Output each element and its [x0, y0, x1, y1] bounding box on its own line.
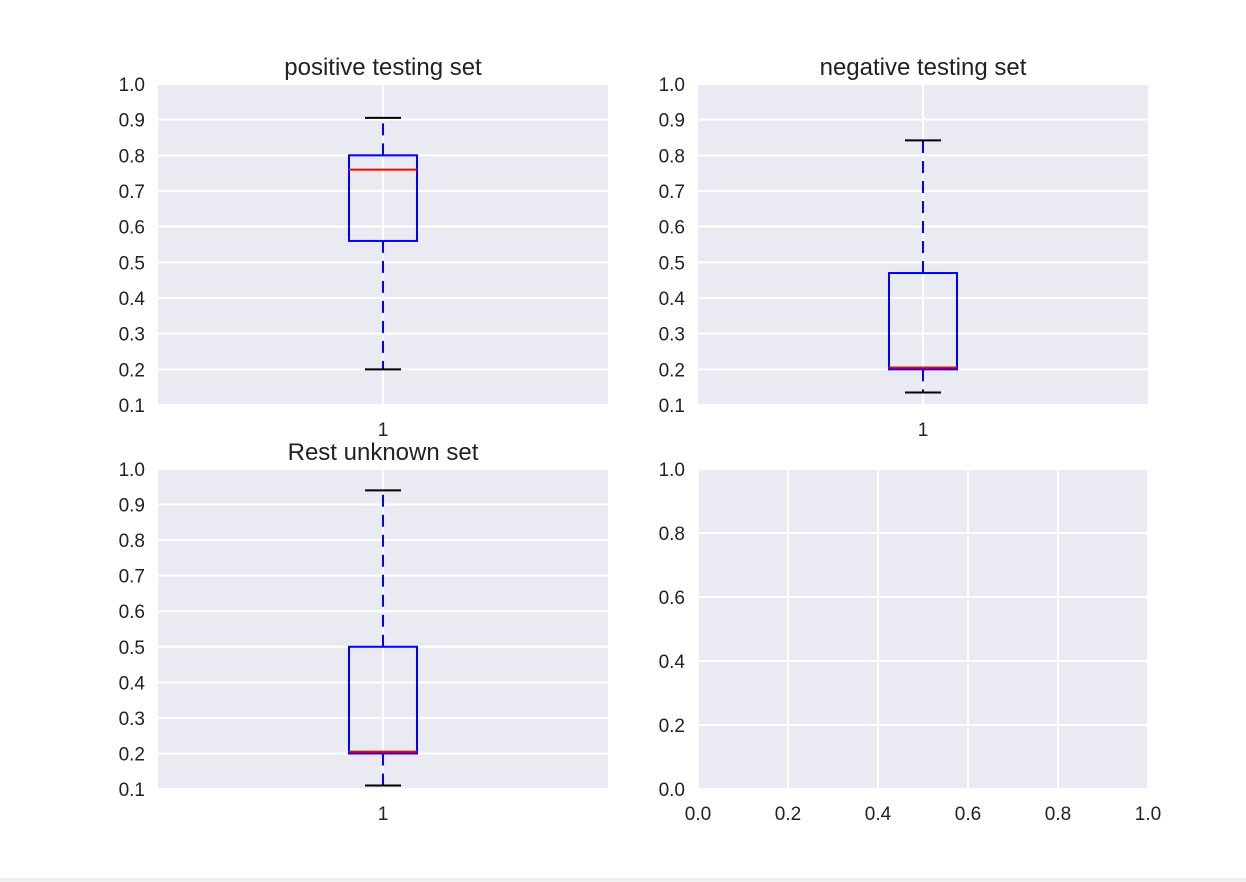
- y-tick-label: 0.5: [119, 638, 145, 659]
- y-tick-label: 0.5: [659, 253, 685, 274]
- x-tick-label: 0.4: [865, 804, 892, 825]
- y-tick-label: 0.9: [659, 111, 685, 132]
- y-tick-label: 0.6: [659, 588, 685, 609]
- x-tick-label: 0.8: [1045, 804, 1071, 825]
- x-tick-label: 1: [378, 420, 389, 441]
- y-tick-label: 0.8: [659, 524, 685, 545]
- y-tick-label: 0.9: [119, 111, 145, 132]
- y-tick-label: 0.6: [119, 218, 145, 239]
- y-tick-label: 0.2: [119, 360, 145, 381]
- y-tick-label: 1.0: [119, 75, 145, 96]
- subplot-2: 0.1 0.2 0.3 0.4 0.5 0.6 0.7 0.8 0.9 1.0 1 negative …: [659, 54, 1148, 441]
- y-tick-label: 0.2: [119, 744, 145, 765]
- y-tick-label: 0.8: [659, 146, 685, 167]
- y-tick-label: 0.2: [659, 716, 685, 737]
- y-tick-label: 1.0: [659, 75, 685, 96]
- y-tick-label: 0.7: [119, 567, 145, 588]
- y-tick-label: 0.1: [119, 780, 145, 801]
- x-tick-label: 0.6: [955, 804, 981, 825]
- y-tick-label: 0.7: [119, 182, 145, 203]
- subplot-title: Rest unknown set: [288, 439, 479, 466]
- x-tick-label: 0.0: [685, 804, 711, 825]
- y-tick-label: 0.4: [659, 289, 686, 310]
- y-tick-label: 0.6: [659, 218, 685, 239]
- y-tick-label: 0.2: [659, 360, 685, 381]
- box: [348, 645, 418, 755]
- y-tick-label: 0.8: [119, 146, 145, 167]
- y-tick-label: 0.3: [119, 325, 145, 346]
- x-tick-label: 0.2: [775, 804, 801, 825]
- y-tick-label: 0.4: [119, 673, 146, 694]
- subplot-4: 0.0 0.2 0.4 0.6 0.8 1.0 0.0 0.2 0.4 0.6 0.8 1.0: [659, 460, 1162, 825]
- y-tick-label: 0.4: [119, 289, 146, 310]
- y-tick-label: 0.5: [119, 253, 145, 274]
- x-tick-label: 1.0: [1135, 804, 1161, 825]
- axes-background: [698, 469, 1148, 789]
- subplot-title: negative testing set: [820, 54, 1027, 81]
- y-tick-label: 0.9: [119, 496, 145, 517]
- y-tick-label: 0.0: [659, 780, 685, 801]
- box: [888, 272, 958, 371]
- y-tick-label: 0.1: [659, 396, 685, 417]
- y-tick-label: 0.1: [119, 396, 145, 417]
- y-tick-label: 0.3: [119, 709, 145, 730]
- y-tick-label: 1.0: [119, 460, 145, 481]
- y-tick-label: 0.7: [659, 182, 685, 203]
- subplot-1: 0.1 0.2 0.3 0.4 0.5 0.6 0.7 0.8 0.9 1.0 1 positive …: [119, 54, 608, 441]
- y-tick-label: 0.6: [119, 602, 145, 623]
- subplot-title: positive testing set: [284, 54, 482, 81]
- y-tick-label: 0.3: [659, 325, 685, 346]
- bottom-strip: [0, 878, 1246, 882]
- x-tick-label: 1: [378, 804, 389, 825]
- subplot-3: 0.1 0.2 0.3 0.4 0.5 0.6 0.7 0.8 0.9 1.0 1 Rest unkn…: [119, 439, 608, 825]
- x-tick-label: 1: [918, 420, 929, 441]
- box: [348, 154, 418, 242]
- y-tick-label: 0.4: [659, 652, 686, 673]
- y-tick-label: 1.0: [659, 460, 685, 481]
- y-tick-label: 0.8: [119, 531, 145, 552]
